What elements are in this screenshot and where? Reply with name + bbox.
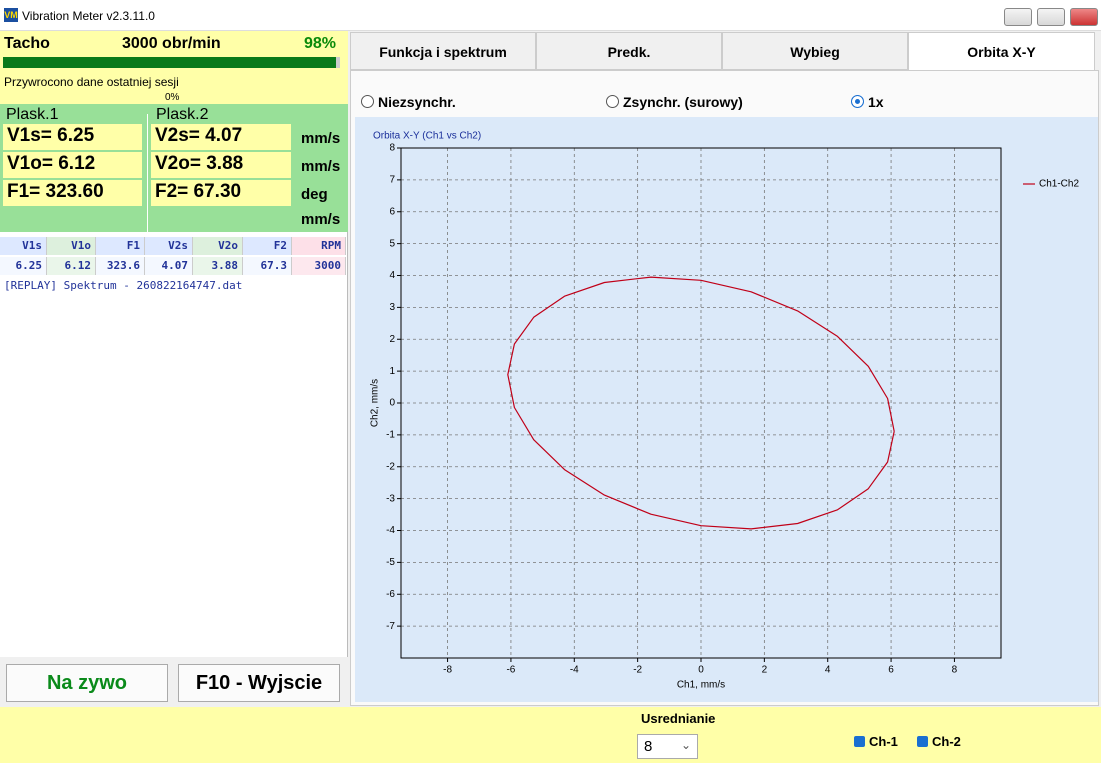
minimize-button[interactable] — [1004, 8, 1032, 26]
x-tick-label: 8 — [952, 665, 958, 676]
y-tick-label: -1 — [386, 430, 395, 441]
x-tick-label: 6 — [888, 665, 894, 676]
table-header: V2s — [145, 237, 193, 255]
y-tick-label: 0 — [389, 398, 395, 409]
y-tick-label: -5 — [386, 557, 395, 568]
x-tick-label: 2 — [762, 665, 768, 676]
checkbox-label: Ch-2 — [932, 734, 961, 749]
checkbox-label: Ch-1 — [869, 734, 898, 749]
y-tick-label: -6 — [386, 589, 395, 600]
table-cell: 6.12 — [47, 257, 96, 275]
y-tick-label: 4 — [389, 270, 395, 281]
x-tick-label: -4 — [570, 665, 579, 676]
button-bar: Na zywo F10 - Wyjscie — [0, 657, 349, 707]
chart-title: Orbita X-Y (Ch1 vs Ch2) — [373, 131, 481, 142]
y-axis-label: Ch2, mm/s — [370, 379, 381, 427]
y-tick-label: 2 — [389, 334, 395, 345]
orbit-line — [507, 276, 895, 530]
averaging-dropdown[interactable]: 8 ⌄ — [637, 734, 698, 759]
radio[interactable]: Niezsynchr. — [361, 94, 456, 110]
table-cell: 323.6 — [96, 257, 145, 275]
plot-frame — [400, 147, 1002, 659]
radio-label: 1x — [868, 94, 884, 110]
plane2-value: V2s= 4.07 — [151, 124, 291, 150]
plane2-value: F2= 67.30 — [151, 180, 291, 206]
checkbox[interactable]: Ch-1 — [854, 734, 898, 749]
unit: mm/s — [301, 211, 341, 228]
plane1-value: V1o= 6.12 — [3, 152, 142, 178]
tacho-percent: 98% — [304, 35, 337, 52]
y-tick-label: 7 — [389, 175, 395, 186]
status-text: Przywrocono dane ostatniej sesji — [4, 75, 179, 89]
unit: mm/s — [301, 158, 341, 175]
app-icon: VM — [4, 8, 18, 22]
radio-label: Niezsynchr. — [378, 94, 456, 110]
plane1-label: Plask.1 — [6, 106, 59, 123]
tab[interactable]: Funkcja i spektrum — [350, 32, 536, 70]
table-cell: 3000 — [292, 257, 346, 275]
planes-panel: Plask.1 Plask.2 V1s= 6.25 V1o= 6.12 F1= … — [0, 104, 348, 232]
progress-text: 0% — [165, 92, 180, 103]
tacho-bar — [3, 57, 340, 68]
table-cell: 4.07 — [145, 257, 193, 275]
exit-button[interactable]: F10 - Wyjscie — [178, 664, 340, 702]
tab[interactable]: Wybieg — [722, 32, 908, 70]
table-header: RPM — [292, 237, 346, 255]
checkbox[interactable]: Ch-2 — [917, 734, 961, 749]
tab[interactable]: Predk. — [536, 32, 722, 70]
table-header: V1o — [47, 237, 96, 255]
tacho-rpm: 3000 obr/min — [122, 35, 221, 52]
table-cell: 6.25 — [0, 257, 47, 275]
radio-selected[interactable]: 1x — [851, 94, 884, 110]
x-tick-label: -8 — [443, 665, 452, 676]
y-tick-label: -3 — [386, 493, 395, 504]
table-header: V2o — [193, 237, 243, 255]
unit: deg — [301, 186, 328, 203]
live-button[interactable]: Na zywo — [6, 664, 168, 702]
averaging-label: Usrednianie — [641, 711, 716, 726]
plane2-value: V2o= 3.88 — [151, 152, 291, 178]
radio[interactable]: Zsynchr. (surowy) — [606, 94, 743, 110]
tacho-label: Tacho — [4, 35, 50, 52]
y-tick-label: 5 — [389, 238, 395, 249]
y-tick-label: 6 — [389, 206, 395, 217]
table-header: F1 — [96, 237, 145, 255]
close-button[interactable] — [1070, 8, 1098, 26]
y-tick-label: 8 — [389, 143, 395, 154]
unit: mm/s — [301, 130, 341, 147]
x-tick-label: -2 — [633, 665, 642, 676]
averaging-value: 8 — [644, 738, 653, 755]
title-bar: VM Vibration Meter v2.3.11.0 — [0, 0, 1101, 31]
window-title: Vibration Meter v2.3.11.0 — [22, 9, 155, 23]
x-tick-label: 0 — [698, 665, 704, 676]
log-line: [REPLAY] Spektrum - 260822164747.dat — [4, 279, 243, 292]
x-tick-label: 4 — [825, 665, 831, 676]
y-tick-label: -4 — [386, 525, 395, 536]
tab-selected[interactable]: Orbita X-Y — [908, 32, 1095, 70]
x-tick-label: -6 — [506, 665, 515, 676]
table-header: F2 — [243, 237, 292, 255]
radio-label: Zsynchr. (surowy) — [623, 94, 743, 110]
plane1-value: F1= 323.60 — [3, 180, 142, 206]
data-panel: V1s V1o F1 V2s V2o F2 RPM 6.25 6.12 323.6 4.07 3.88… — [0, 232, 348, 657]
table-cell: 3.88 — [193, 257, 243, 275]
plane2-label: Plask.2 — [156, 106, 209, 123]
maximize-button[interactable] — [1037, 8, 1065, 26]
table-cell: 67.3 — [243, 257, 292, 275]
orbit-chart: Orbita X-Y (Ch1 vs Ch2) -7 -6 -5 -4 -3 -2 -1 0 1… — [355, 117, 1098, 702]
separator — [147, 114, 148, 232]
table-header: V1s — [0, 237, 47, 255]
plane1-value: V1s= 6.25 — [3, 124, 142, 150]
x-axis-label: Ch1, mm/s — [677, 680, 725, 691]
y-tick-label: -2 — [386, 461, 395, 472]
y-tick-label: 1 — [389, 366, 395, 377]
tacho-panel: Tacho 3000 obr/min 98% Przywrocono dane … — [0, 31, 348, 104]
footer: Usrednianie 8 ⌄ Ch-1 Ch-2 — [0, 707, 1101, 763]
y-tick-label: 3 — [389, 302, 395, 313]
y-tick-label: -7 — [386, 621, 395, 632]
legend-label: Ch1-Ch2 — [1039, 179, 1079, 190]
